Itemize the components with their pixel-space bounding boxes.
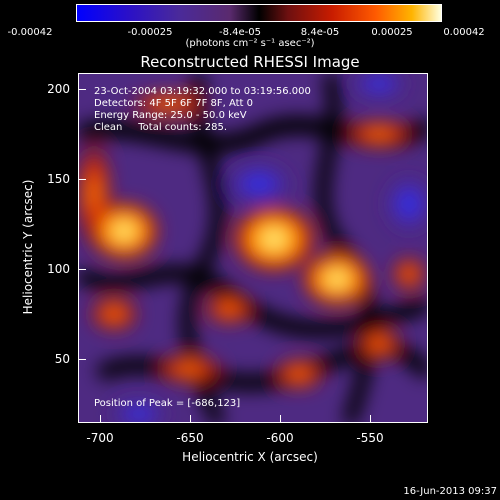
x-tick: -700: [86, 431, 114, 445]
timestamp: 16-Jun-2013 09:37: [403, 486, 497, 497]
colorbar-tick: 0.00025: [371, 27, 413, 38]
x-tick-mark: [190, 415, 191, 423]
detectors: Detectors: 4F 5F 6F 7F 8F, Att 0: [94, 98, 254, 109]
x-tick-mark: [370, 415, 371, 423]
colorbar-tick: -0.00042: [7, 27, 53, 38]
colorbar: [76, 4, 442, 22]
y-tick: 150: [47, 172, 70, 186]
x-tick: -550: [356, 431, 384, 445]
y-tick-mark: [78, 179, 86, 180]
rhessi-image: [78, 73, 428, 423]
y-tick-mark: [78, 269, 86, 270]
y-tick: 50: [54, 352, 70, 366]
energy-range: Energy Range: 25.0 - 50.0 keV: [94, 110, 247, 121]
x-tick-mark: [100, 415, 101, 423]
colorbar-units: (photons cm⁻² s⁻¹ asec⁻²): [185, 38, 315, 49]
image-title: Reconstructed RHESSI Image: [140, 53, 360, 71]
x-tick-mark: [280, 415, 281, 423]
y-tick: 100: [47, 262, 70, 276]
colorbar-tick: 8.4e-05: [300, 27, 340, 38]
colorbar-tick: -8.4e-05: [219, 27, 261, 38]
y-tick: 200: [47, 82, 70, 96]
time-range: 23-Oct-2004 03:19:32.000 to 03:19:56.000: [94, 86, 311, 97]
y-tick-mark: [78, 89, 86, 90]
x-axis-label: Heliocentric X (arcsec): [182, 450, 318, 464]
clean-counts: Clean Total counts: 285.: [94, 122, 228, 133]
x-tick: -600: [266, 431, 294, 445]
colorbar-tick: -0.00025: [127, 27, 173, 38]
x-tick: -650: [176, 431, 204, 445]
rhessi-image-render: [79, 74, 427, 422]
y-axis-label: Heliocentric Y (arcsec): [21, 179, 35, 315]
peak-position: Position of Peak = [-686,123]: [94, 398, 241, 409]
colorbar-ticks: -0.00042 -0.00025 -8.4e-05 8.4e-05 0.000…: [0, 0, 500, 40]
y-tick-mark: [78, 359, 86, 360]
colorbar-tick: 0.00042: [443, 27, 485, 38]
